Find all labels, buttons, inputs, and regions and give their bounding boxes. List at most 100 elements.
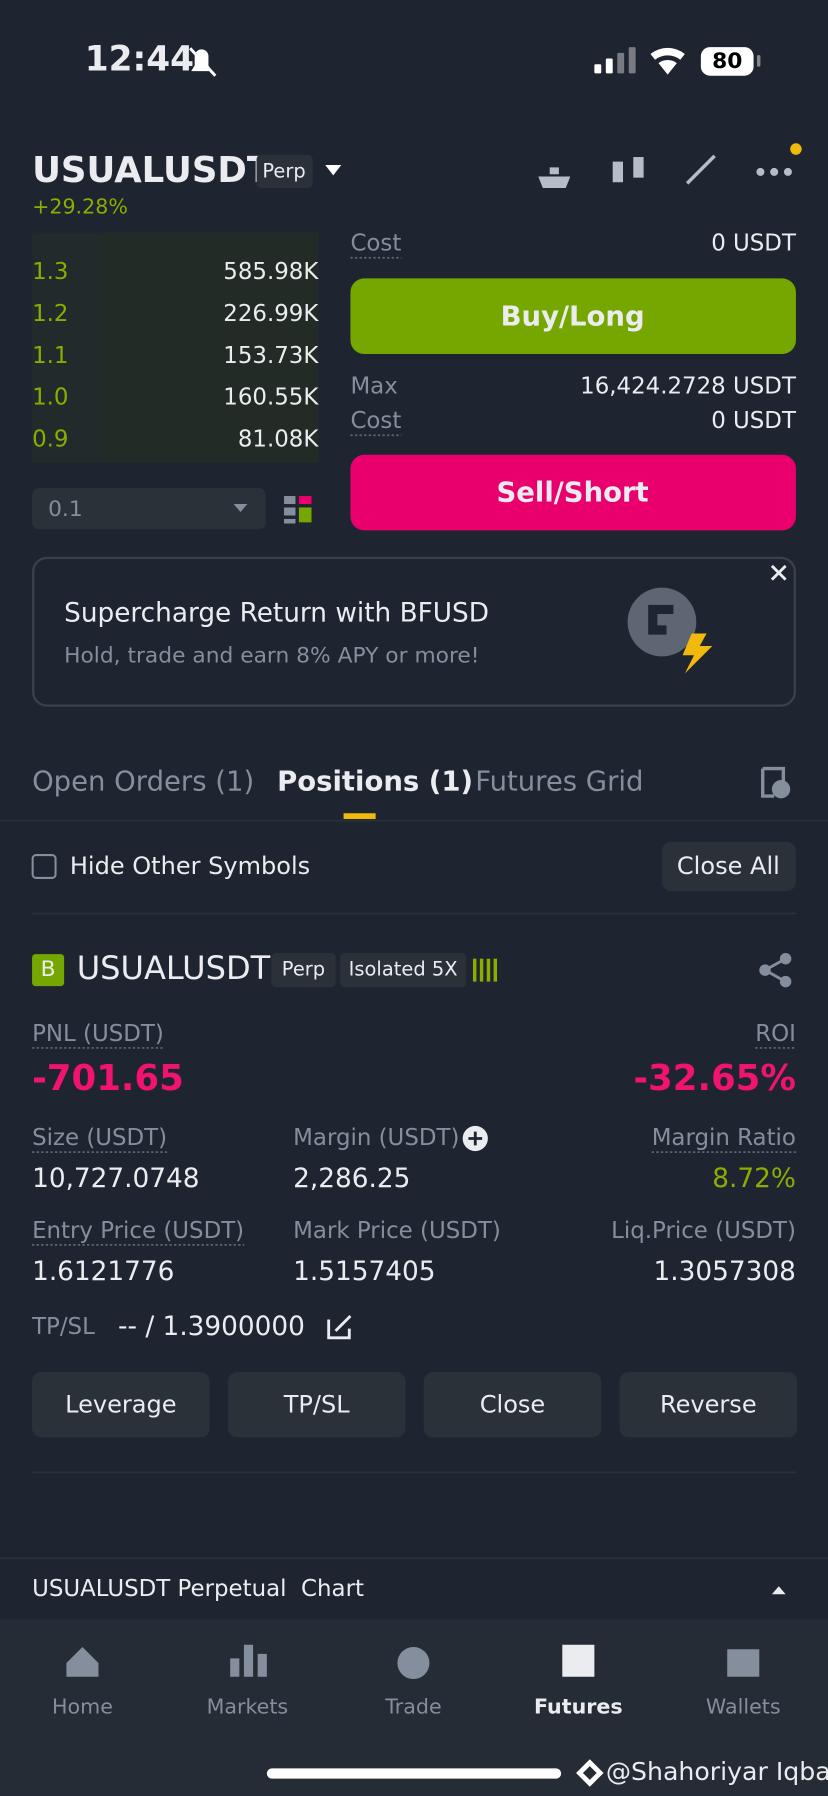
- precision-value: 0.1: [48, 497, 83, 522]
- battery-level: 80: [712, 49, 742, 74]
- action-button[interactable]: [619, 1372, 798, 1438]
- chart-bar-label[interactable]: USUALUSDT Perpetual Chart: [32, 1576, 364, 1602]
- hide-other-label: Hide Other Symbols: [70, 852, 310, 880]
- banner-title: Supercharge Return with BFUSD: [64, 598, 489, 628]
- nav-items: Home Markets Trade Futures Wallets: [52, 1644, 781, 1719]
- history-icon[interactable]: [761, 766, 791, 799]
- field-value: 10,727.0748: [32, 1164, 199, 1194]
- wifi-icon: [650, 47, 685, 75]
- banner-icon-mark: [648, 604, 674, 635]
- book-amount: 153.73K: [223, 343, 319, 369]
- book-layout-icon[interactable]: [284, 496, 312, 524]
- nav-label[interactable]: Futures: [534, 1695, 623, 1719]
- book-amount: 585.98K: [223, 259, 319, 285]
- nav-icon[interactable]: [727, 1649, 760, 1677]
- action-label: Close: [480, 1390, 545, 1418]
- tpsl-value: -- / 1.3900000: [118, 1312, 305, 1342]
- position-symbol[interactable]: USUALUSDT: [77, 949, 271, 987]
- nav-label[interactable]: Wallets: [706, 1695, 781, 1719]
- margin-mode-tag: [340, 952, 467, 988]
- contract-label: Perp: [262, 159, 305, 182]
- sell-cost-value: 0 USDT: [711, 408, 797, 434]
- symbol[interactable]: USUALUSDT: [32, 150, 272, 191]
- add-margin-icon[interactable]: [462, 1125, 488, 1152]
- symbol-dropdown[interactable]: [325, 165, 342, 176]
- notification-dot: [790, 143, 802, 155]
- nav-icon[interactable]: [562, 1644, 595, 1677]
- roi-value: -32.65%: [633, 1058, 796, 1099]
- action-label: Leverage: [65, 1390, 176, 1418]
- margin-mode: Isolated 5X: [349, 958, 458, 981]
- field-value: 1.5157405: [293, 1257, 435, 1287]
- share-icon[interactable]: [759, 952, 792, 988]
- action-button[interactable]: [32, 1372, 210, 1438]
- promo-banner[interactable]: [32, 556, 796, 707]
- battery-icon: [700, 47, 754, 76]
- gift-icon[interactable]: [538, 167, 571, 188]
- nav-label[interactable]: Home: [52, 1695, 113, 1719]
- silent-icon: [189, 47, 217, 77]
- position-fields: Size (USDT) 10,727.0748 Margin (USDT) 2,286…: [32, 1125, 796, 1287]
- roi-label: ROI: [755, 1021, 796, 1047]
- book-amount: 160.55K: [223, 385, 319, 411]
- book-price: 1.3: [32, 259, 68, 285]
- watermark: @Shahoriyar Iqbal: [606, 1757, 828, 1786]
- field-value: 1.6121776: [32, 1257, 174, 1287]
- tpsl-edit-icon[interactable]: [327, 1314, 352, 1340]
- field-value: 1.3057308: [654, 1257, 796, 1287]
- max-value: 16,424.2728 USDT: [580, 374, 797, 400]
- banner-bolt: [682, 633, 713, 674]
- signal-icon: [594, 47, 636, 74]
- order-book: 1.3 585.98K 1.2 226.99K 1.1 153.73K 1.0 160.55K…: [32, 259, 319, 452]
- tab[interactable]: Open Orders (1): [32, 765, 254, 797]
- nav-label[interactable]: Markets: [207, 1695, 289, 1719]
- action-button[interactable]: [423, 1372, 602, 1438]
- field-value: 2,286.25: [293, 1164, 410, 1194]
- action-label: TP/SL: [283, 1390, 351, 1418]
- depth-shade: [103, 232, 319, 463]
- book-price: 0.9: [32, 426, 68, 452]
- tpsl-label: TP/SL: [31, 1314, 95, 1340]
- field-label: Margin (USDT): [293, 1125, 459, 1151]
- sell-button[interactable]: [350, 454, 796, 531]
- book-price: 1.1: [32, 343, 68, 369]
- candle-icon[interactable]: [612, 161, 624, 183]
- battery-tip: [756, 55, 761, 67]
- precision-arrow: [233, 504, 248, 513]
- buy-button[interactable]: [350, 278, 796, 355]
- banner-close[interactable]: [770, 564, 787, 581]
- precision-select[interactable]: [32, 488, 266, 530]
- calc-icon[interactable]: [685, 154, 716, 185]
- cost-value: 0 USDT: [711, 231, 797, 257]
- close-all-button[interactable]: [661, 841, 796, 892]
- active-tab-indicator: [343, 813, 376, 819]
- action-button[interactable]: [227, 1372, 406, 1438]
- nav-label[interactable]: Trade: [384, 1695, 441, 1719]
- book-amount: 226.99K: [223, 301, 319, 327]
- nav-icon[interactable]: [66, 1646, 99, 1677]
- adl-indicator: [472, 958, 498, 982]
- pnl-value: -701.65: [32, 1058, 184, 1099]
- book-price: 1.0: [32, 385, 68, 411]
- field-label: Entry Price (USDT): [32, 1218, 244, 1244]
- tab[interactable]: Futures Grid: [475, 765, 643, 797]
- max-label: Max: [350, 374, 397, 400]
- position-contract-tag: [271, 952, 336, 988]
- hide-other-checkbox[interactable]: [31, 854, 57, 879]
- position-actions: Leverage TP/SL Close Reverse: [32, 1372, 798, 1438]
- banner-icon: [627, 587, 697, 657]
- sell-cost-label: Cost: [350, 408, 401, 434]
- clock: 12:44: [85, 39, 194, 79]
- tab[interactable]: Positions (1): [277, 765, 473, 797]
- banner-subtitle: Hold, trade and earn 8% APY or more!: [64, 643, 479, 668]
- pnl-label: PNL (USDT): [32, 1021, 164, 1047]
- sell-label: Sell/Short: [497, 477, 649, 509]
- chart-toggle[interactable]: [771, 1586, 786, 1595]
- nav-icon[interactable]: [397, 1646, 430, 1680]
- more-icon[interactable]: [756, 167, 765, 176]
- contract-tag: [256, 154, 313, 188]
- cost-label: Cost: [350, 231, 401, 257]
- field-label: Liq.Price (USDT): [611, 1218, 796, 1244]
- book-price: 1.2: [32, 301, 68, 327]
